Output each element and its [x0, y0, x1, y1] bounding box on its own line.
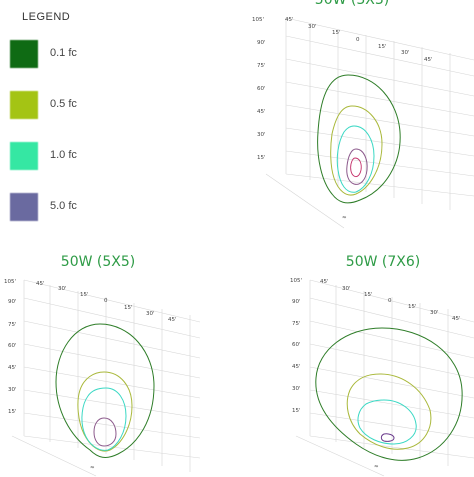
angle-label: 15': [332, 30, 341, 36]
contour-5-0-fc: [380, 433, 395, 442]
scale-mark: ≈: [342, 215, 347, 221]
legend-item-5-0-fc: 5.0 fc: [10, 193, 130, 221]
height-label: 60': [292, 342, 301, 348]
angle-label: 45': [452, 316, 461, 322]
legend-item-1-0-fc: 1.0 fc: [10, 142, 130, 170]
height-label: 15': [292, 408, 301, 414]
contour-1-0-fc: [336, 125, 375, 193]
legend-label: 5.0 fc: [50, 200, 77, 212]
contour-1-0-fc: [81, 387, 127, 451]
legend-label: 1.0 fc: [50, 149, 77, 161]
panel-title-3x3: 50W (3X3): [314, 0, 390, 8]
angle-label: 30': [342, 286, 351, 292]
legend-swatch: [10, 193, 38, 221]
grid-lines: [295, 279, 474, 477]
legend-label: 0.5 fc: [50, 98, 77, 110]
height-label: 75': [8, 322, 17, 328]
height-label: 45': [8, 365, 17, 371]
height-label: 105': [290, 278, 302, 284]
contour-0-5-fc: [77, 371, 133, 452]
angle-label: 30': [58, 286, 67, 292]
angle-label: 45': [168, 317, 177, 323]
grid-lines: [11, 279, 200, 477]
contour-5-0-fc: [93, 417, 117, 447]
height-label: 75': [292, 321, 301, 327]
height-label: 30': [8, 387, 17, 393]
height-label: 60': [257, 86, 266, 92]
height-label: 45': [257, 109, 266, 115]
photometric-plot-7x6: 105' 90' 75' 60' 45' 30' 15' 45' 30' 15'…: [290, 278, 474, 477]
scale-mark: ≈: [90, 465, 95, 471]
legend-swatch: [10, 40, 38, 68]
angle-label: 0: [388, 298, 392, 304]
height-label: 105': [252, 17, 264, 23]
angle-label: 45': [424, 57, 433, 63]
contour-0-1-fc: [55, 323, 155, 458]
grid-lines: [265, 17, 474, 229]
height-label: 60': [8, 343, 17, 349]
legend-item-0-5-fc: 0.5 fc: [10, 91, 130, 119]
angle-label: 45': [320, 279, 329, 285]
panel-title-5x5: 50W (5X5): [60, 254, 136, 270]
height-label: 30': [292, 386, 301, 392]
legend-item-0-1-fc: 0.1 fc: [10, 40, 130, 68]
scale-mark: ≈: [374, 464, 379, 470]
contour-0-1-fc: [317, 74, 401, 204]
photometric-plot-3x3: 105' 90' 75' 60' 45' 30' 15' 45' 30' 15'…: [252, 17, 474, 229]
angle-label: 15': [378, 44, 387, 50]
angle-label: 15': [408, 304, 417, 310]
height-label: 45': [292, 364, 301, 370]
angle-label: 15': [80, 292, 89, 298]
contour-5-0-fc: [346, 148, 368, 185]
legend-swatch: [10, 142, 38, 170]
angle-label: 30': [308, 24, 317, 30]
height-label: 75': [257, 63, 266, 69]
height-label: 15': [8, 409, 17, 415]
photometric-plot-5x5: 105' 90' 75' 60' 45' 30' 15' 45' 30' 15'…: [4, 279, 200, 477]
height-label: 90': [8, 299, 17, 305]
angle-label: 30': [146, 311, 155, 317]
angle-label: 30': [430, 310, 439, 316]
angle-label: 0: [104, 298, 108, 304]
angle-label: 15': [364, 292, 373, 298]
height-label: 90': [257, 40, 266, 46]
contour-0-1-fc: [315, 327, 463, 461]
contour-1-0-fc: [357, 399, 417, 445]
contour-0-5-fc: [330, 105, 383, 196]
angle-label: 15': [124, 305, 133, 311]
contour-0-5-fc: [346, 373, 432, 450]
height-label: 105': [4, 279, 16, 285]
angle-label: 0: [356, 37, 360, 43]
angle-label: 45': [285, 17, 294, 23]
contour-5-0-fc: [350, 157, 362, 178]
angle-label: 30': [401, 50, 410, 56]
height-label: 90': [292, 299, 301, 305]
height-label: 15': [257, 155, 266, 161]
angle-label: 45': [36, 281, 45, 287]
panel-title-7x6: 50W (7X6): [345, 254, 421, 270]
height-label: 30': [257, 132, 266, 138]
legend-title: LEGEND: [22, 11, 71, 23]
legend-swatch: [10, 91, 38, 119]
legend-label: 0.1 fc: [50, 47, 77, 59]
